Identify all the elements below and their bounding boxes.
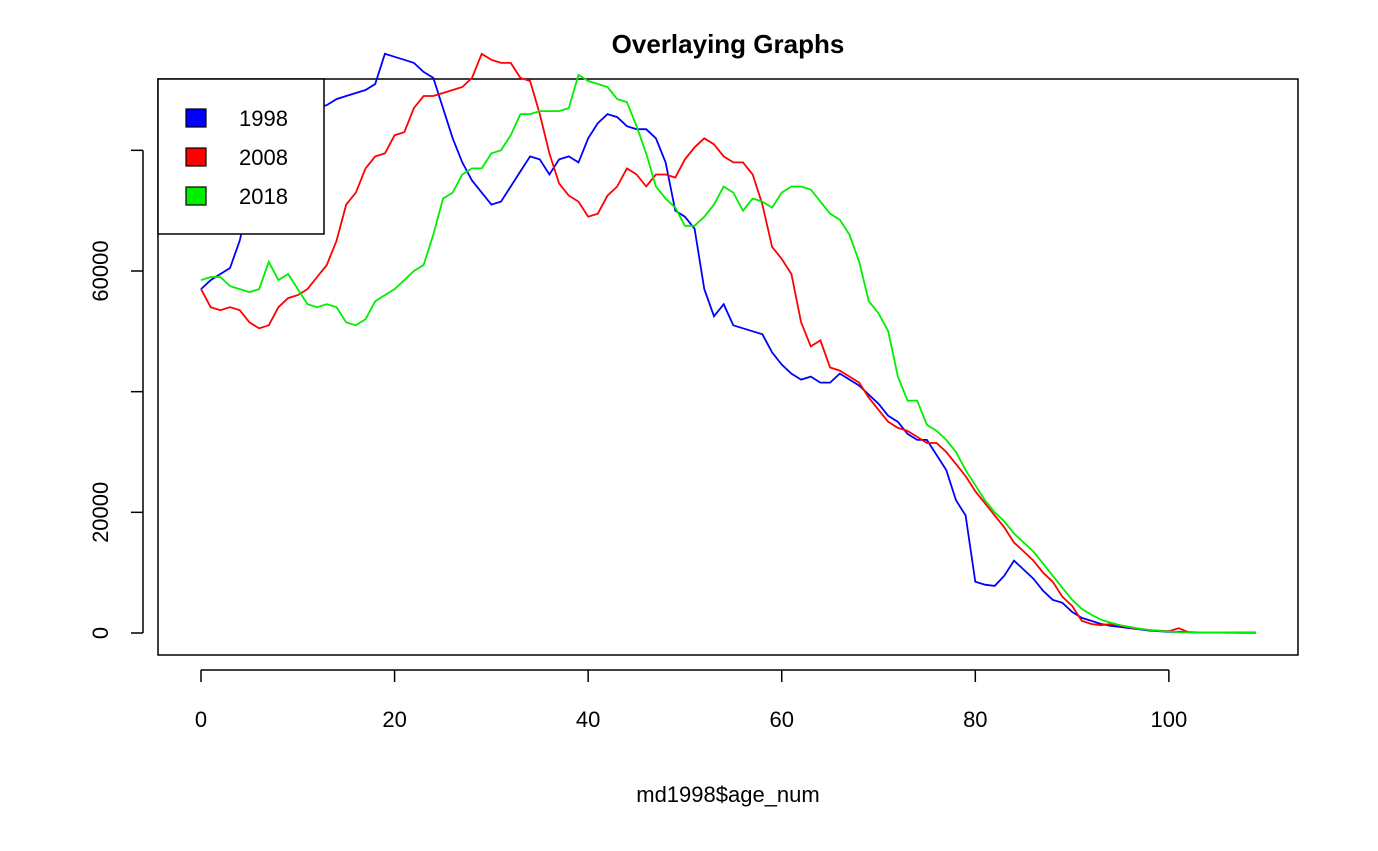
x-axis-label: md1998$age_num (636, 782, 819, 807)
y-tick-label: 0 (88, 627, 113, 639)
x-tick-label: 60 (769, 707, 793, 732)
x-tick-label: 20 (382, 707, 406, 732)
legend-swatch-1998 (185, 108, 207, 128)
x-tick-label: 40 (576, 707, 600, 732)
chart-title: Overlaying Graphs (612, 29, 845, 59)
legend-label-2018: 2018 (239, 184, 288, 209)
legend-swatch-2008 (185, 147, 207, 167)
legend-label-1998: 1998 (239, 106, 288, 131)
series-line-2008 (200, 52, 1256, 634)
plot-area-border (157, 78, 1299, 656)
x-tick-label: 0 (195, 707, 207, 732)
series-layer (200, 52, 1256, 634)
legend-swatch-2018 (185, 186, 207, 206)
x-axis: 0 20 40 60 80 100 (195, 669, 1188, 732)
series-line-2018 (200, 73, 1256, 634)
x-tick-label: 100 (1151, 707, 1188, 732)
y-axis: 0 20000 60000 (88, 149, 144, 639)
x-tick-label: 80 (963, 707, 987, 732)
legend-label-2008: 2008 (239, 145, 288, 170)
legend: 1998 2008 2018 (157, 78, 325, 235)
y-tick-label: 20000 (88, 482, 113, 543)
y-tick-label: 60000 (88, 240, 113, 301)
